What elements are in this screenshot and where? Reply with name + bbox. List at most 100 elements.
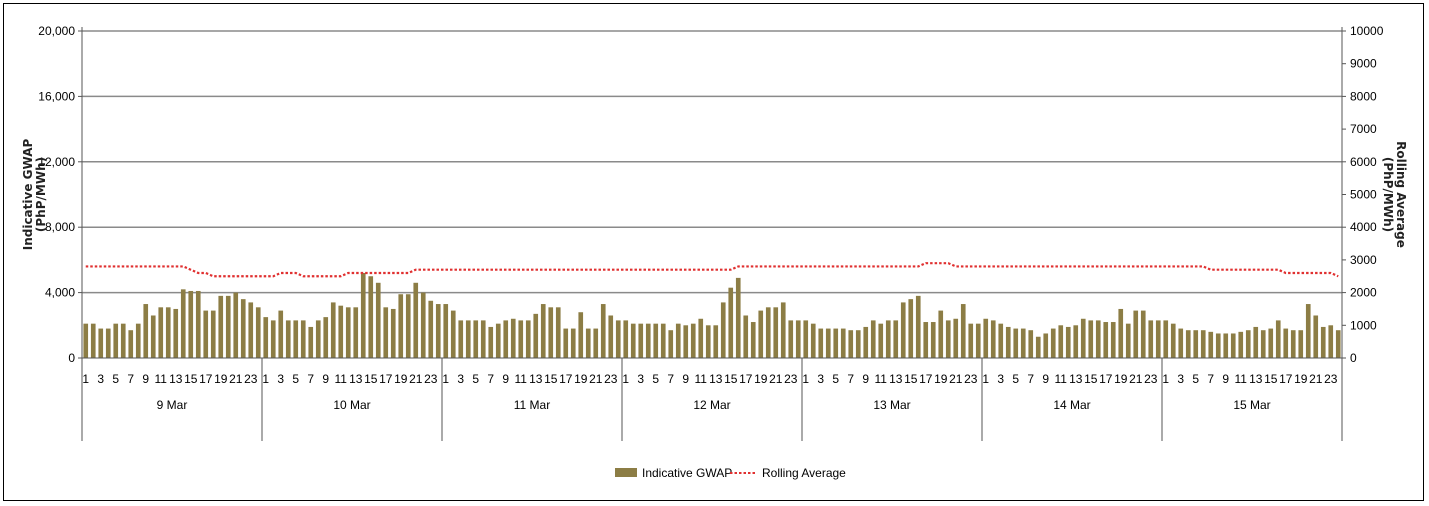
gwap-bar: [1013, 328, 1019, 358]
gwap-bar: [675, 323, 681, 358]
gwap-bar: [90, 323, 96, 358]
day-label: 10 Mar: [333, 398, 370, 412]
gwap-bar: [908, 299, 914, 358]
gwap-bar: [435, 304, 441, 358]
gwap-bar: [278, 310, 284, 358]
hour-tick-label: 23: [784, 372, 798, 386]
gwap-bar: [1253, 326, 1259, 358]
gwap-bar: [1268, 328, 1274, 358]
y-axis-title: Indicative GWAP(PhP/MWh): [21, 139, 48, 251]
legend-swatch-gwap: [615, 468, 637, 477]
hour-tick-label: 1: [82, 372, 89, 386]
gridlines: [82, 30, 1342, 294]
gwap-bar: [345, 307, 351, 358]
hour-tick-label: 1: [622, 372, 629, 386]
hour-tick-label: 21: [769, 372, 783, 386]
gwap-bar: [900, 302, 906, 358]
hour-tick-label: 5: [292, 372, 299, 386]
gwap-bar: [788, 320, 794, 358]
gwap-bar: [240, 299, 246, 358]
gwap-bar: [315, 320, 321, 358]
gwap-bar: [383, 307, 389, 358]
hour-tick-label: 3: [97, 372, 104, 386]
hour-tick-label: 7: [487, 372, 494, 386]
hour-tick-label: 17: [919, 372, 933, 386]
hour-tick-label: 7: [667, 372, 674, 386]
hour-tick-label: 3: [637, 372, 644, 386]
gwap-bar: [360, 272, 366, 358]
hour-tick-label: 5: [112, 372, 119, 386]
rolling-average-line: [85, 262, 1339, 278]
hour-tick-label: 3: [817, 372, 824, 386]
gwap-bar: [638, 323, 644, 358]
hour-tick-label: 17: [379, 372, 393, 386]
gwap-bar: [338, 305, 344, 358]
day-label: 14 Mar: [1053, 398, 1090, 412]
hour-tick-label: 21: [1309, 372, 1323, 386]
y-axis-title-line: Indicative GWAP: [21, 139, 35, 251]
gwap-bar: [563, 328, 569, 358]
gwap-bar: [1245, 330, 1251, 358]
gwap-bar: [1103, 322, 1109, 358]
y2-tick-label: 8000: [1350, 89, 1377, 103]
hour-tick-label: 11: [1055, 372, 1068, 386]
gwap-bar: [578, 312, 584, 358]
gwap-bar: [158, 307, 164, 358]
gwap-bar: [540, 304, 546, 358]
gwap-bar: [600, 304, 606, 358]
rolling-average-line: [85, 262, 1339, 278]
gwap-bar: [465, 320, 471, 358]
gwap-bar: [1148, 320, 1154, 358]
legend-label-gwap: Indicative GWAP: [642, 466, 732, 480]
gwap-bar: [1238, 331, 1244, 358]
hour-tick-label: 7: [847, 372, 854, 386]
gwap-bar: [255, 307, 261, 358]
y2-tick-label: 1000: [1350, 318, 1377, 332]
y2-axis-title-line: (PhP/MWh): [1381, 157, 1395, 232]
gwap-bar: [1335, 330, 1341, 358]
hour-tick-label: 5: [1012, 372, 1019, 386]
hour-tick-label: 7: [1027, 372, 1034, 386]
hour-tick-label: 23: [964, 372, 978, 386]
legend: Indicative GWAP Rolling Average: [615, 466, 846, 480]
y2-tick-label: 4000: [1350, 220, 1377, 234]
hour-tick-label: 15: [1264, 372, 1278, 386]
gwap-bar: [83, 323, 89, 358]
hour-tick-label: 13: [1069, 372, 1083, 386]
gwap-bar: [968, 323, 974, 358]
y-tick-label: 16,000: [38, 89, 75, 103]
gwap-bar: [585, 328, 591, 358]
gwap-bar: [233, 292, 239, 358]
gwap-bar: [1185, 330, 1191, 358]
gwap-bar: [210, 310, 216, 358]
hour-tick-label: 11: [1235, 372, 1248, 386]
hour-tick-label: 23: [1144, 372, 1158, 386]
gwap-bar: [720, 302, 726, 358]
gwap-bar: [653, 323, 659, 358]
gwap-bar: [218, 295, 224, 358]
gwap-bar: [533, 313, 539, 358]
hour-tick-label: 11: [695, 372, 708, 386]
gwap-bar: [188, 290, 194, 358]
hour-tick-label: 9: [862, 372, 869, 386]
hour-tick-label: 19: [934, 372, 948, 386]
gwap-bar: [1320, 326, 1326, 358]
gwap-bar: [413, 282, 419, 358]
hour-tick-label: 11: [155, 372, 168, 386]
gwap-bar: [503, 320, 509, 358]
gwap-bar: [630, 323, 636, 358]
hour-tick-label: 3: [457, 372, 464, 386]
gwap-bar: [1163, 320, 1169, 358]
hour-tick-label: 19: [394, 372, 408, 386]
gwap-bar: [1073, 325, 1079, 358]
gwap-bar: [855, 330, 861, 358]
gwap-bar: [1178, 328, 1184, 358]
gwap-bars: [83, 272, 1341, 358]
gwap-bar: [1305, 304, 1311, 358]
hour-tick-label: 11: [515, 372, 528, 386]
hour-tick-label: 5: [652, 372, 659, 386]
gwap-bar: [330, 302, 336, 358]
gwap-bar: [1035, 336, 1041, 358]
gwap-bar: [945, 320, 951, 358]
gwap-bar: [1208, 331, 1214, 358]
